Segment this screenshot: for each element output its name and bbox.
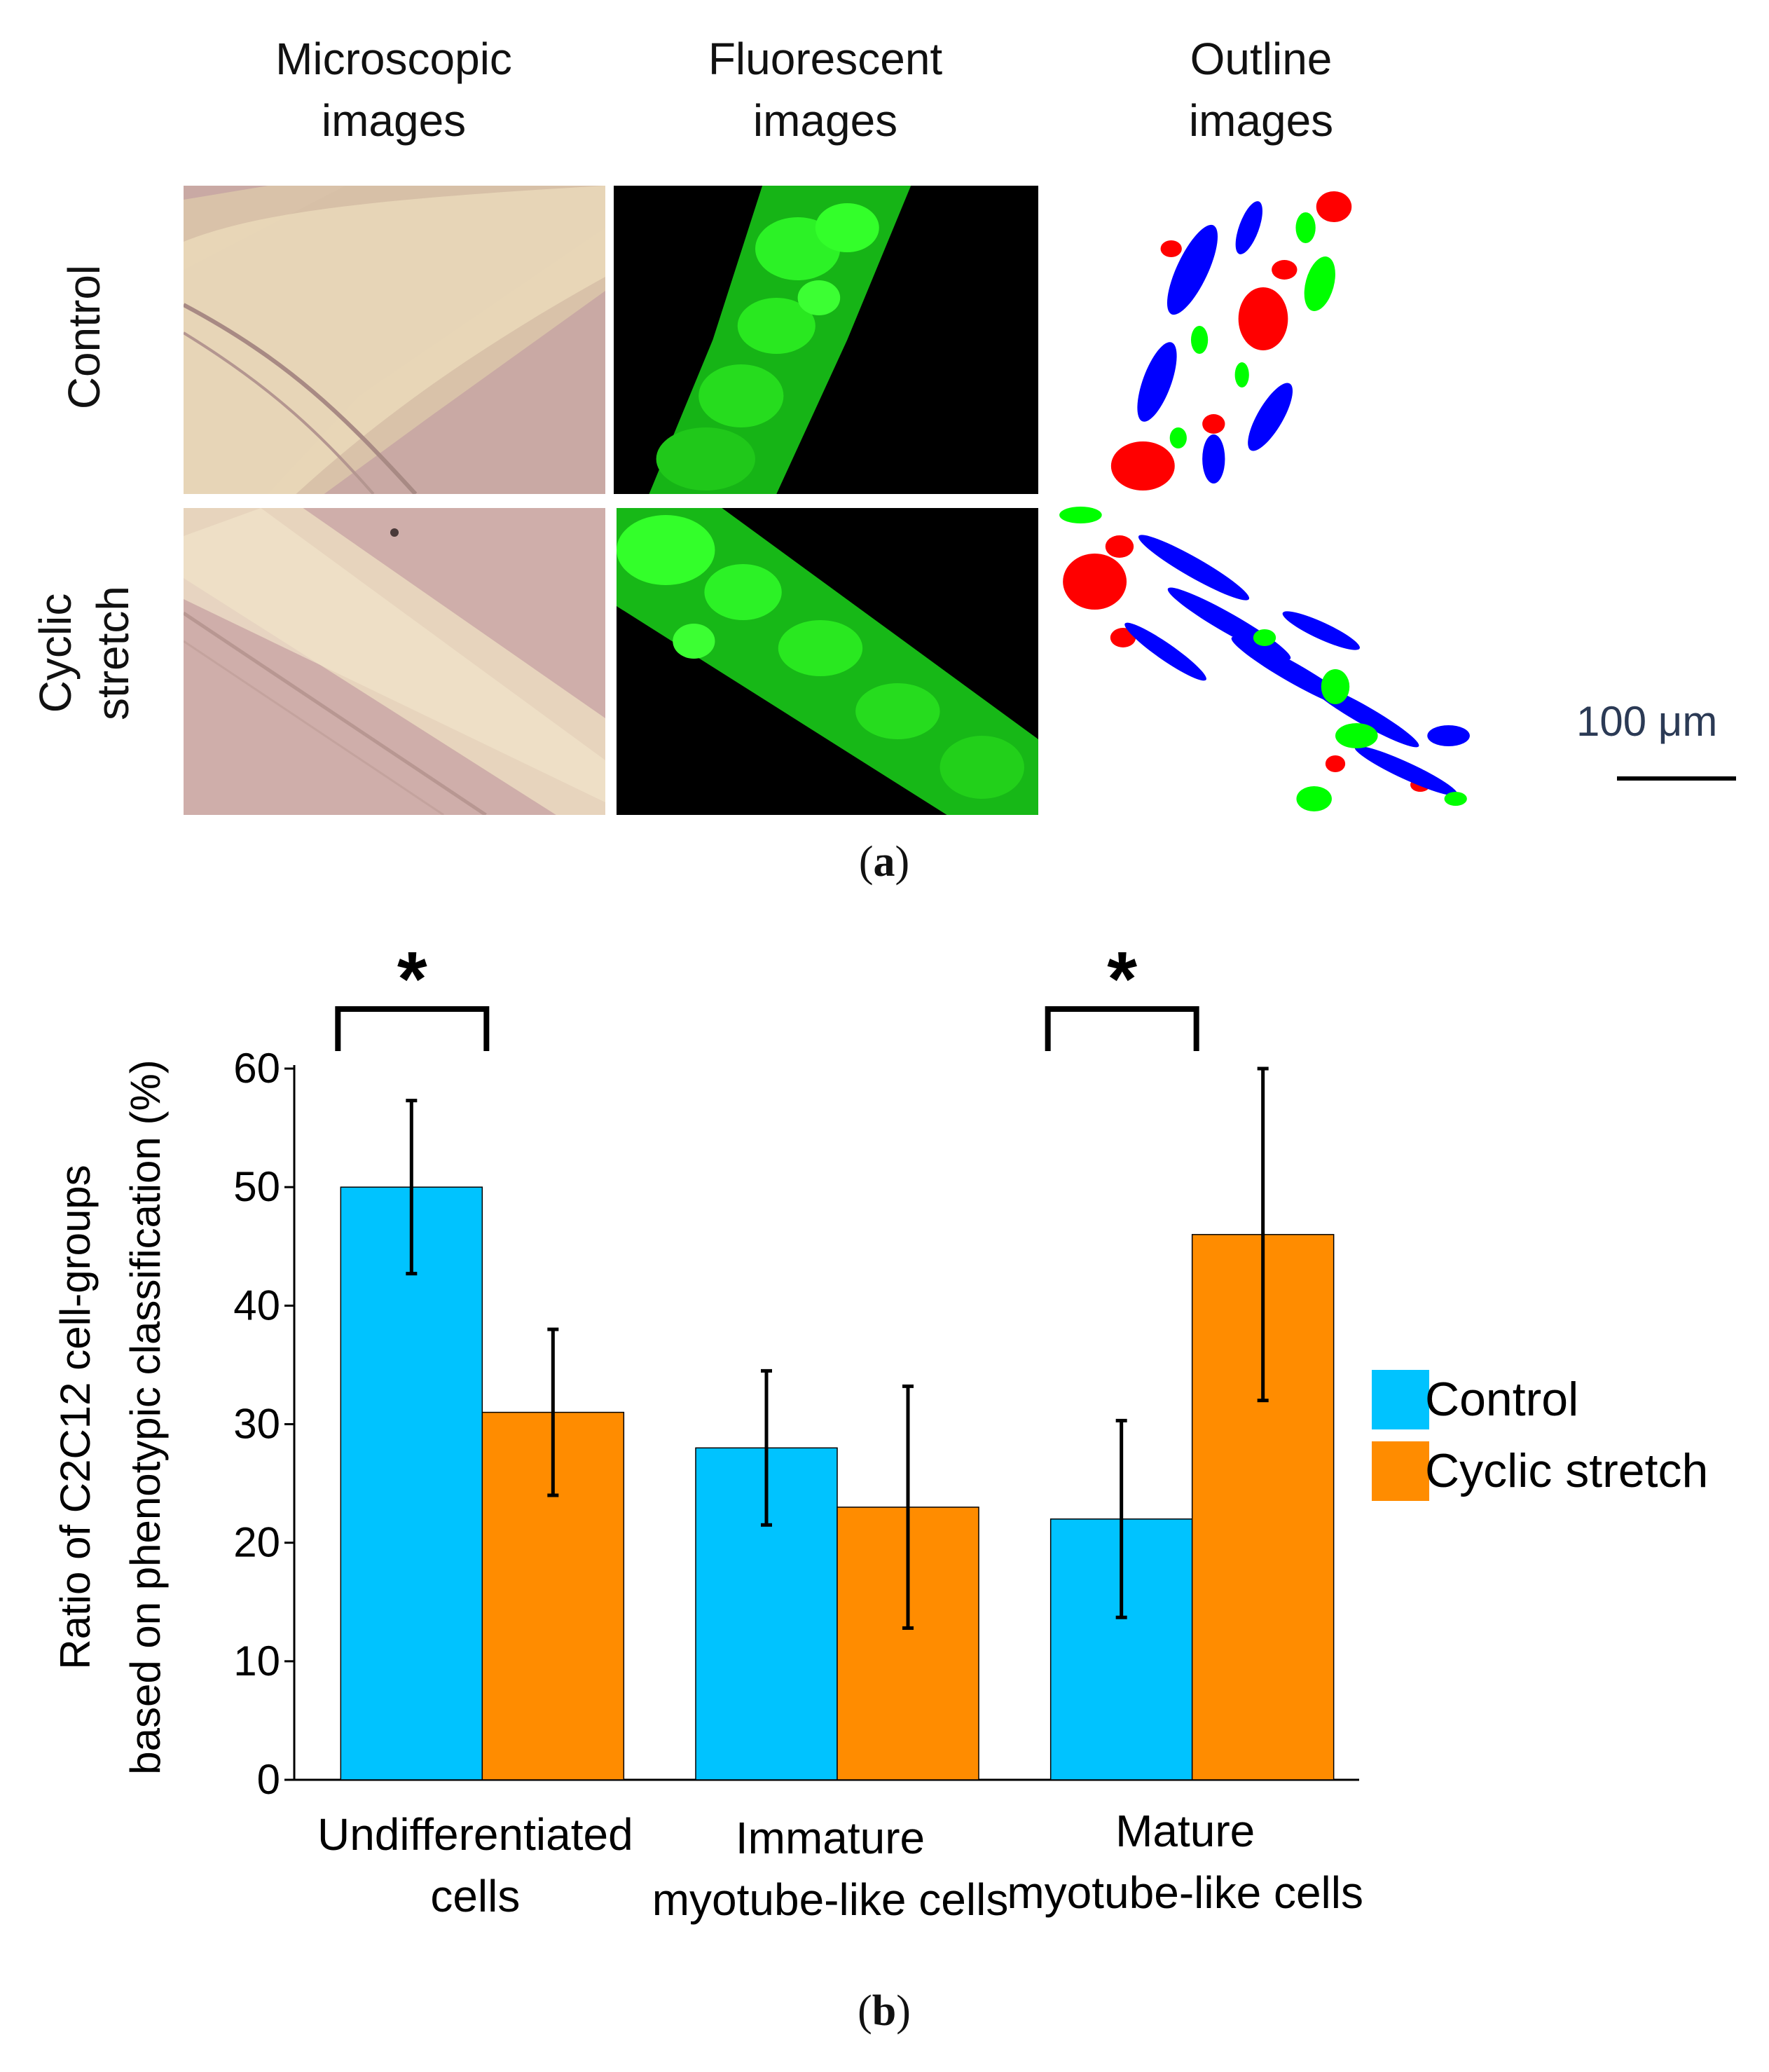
category-label-line2: myotube-like cells	[652, 1874, 1009, 1925]
outline-image-control	[1051, 186, 1475, 494]
panel-b-caption-letter: b	[872, 1987, 897, 2035]
y-axis-label-line2: based on phenotypic classification (%)	[122, 1059, 169, 1775]
column-header-line1: Microscopic	[275, 34, 512, 84]
column-header-line1: Fluorescent	[708, 34, 943, 84]
panel-a-caption-letter: a	[873, 838, 895, 886]
category-label-line1: Immature	[736, 1813, 925, 1863]
legend-swatch-control	[1372, 1370, 1429, 1429]
significance-bracket	[1045, 1006, 1199, 1051]
category-label-line1: Undifferentiated	[317, 1809, 633, 1860]
significance-bracket	[335, 1006, 490, 1051]
y-tick-label: 20	[233, 1519, 280, 1566]
legend-label: Control	[1425, 1373, 1578, 1426]
row-header-cyclic-stretch: Cyclic stretch	[27, 527, 142, 779]
column-header-outline: Outline images	[1065, 28, 1457, 151]
column-header-line2: images	[752, 95, 898, 146]
category-label-line2: cells	[430, 1871, 520, 1921]
fluorescent-image-control	[614, 186, 1038, 494]
row-header-line1: Cyclic	[30, 593, 81, 713]
significance-star: *	[397, 936, 427, 1022]
column-header-fluorescent: Fluorescent images	[629, 28, 1021, 151]
microscopic-image-control	[184, 186, 605, 494]
legend-label: Cyclic stretch	[1425, 1444, 1708, 1497]
bar-control	[340, 1186, 483, 1781]
category-label-line2: myotube-like cells	[1007, 1867, 1363, 1918]
y-axis-label-line1: Ratio of C2C12 cell-groups	[52, 1165, 99, 1669]
column-header-line2: images	[1188, 95, 1334, 146]
column-header-microscopic: Microscopic images	[198, 28, 590, 151]
y-tick-label: 40	[233, 1282, 280, 1329]
panel-b-caption: (b)	[858, 1987, 911, 2035]
outline-image-cyclic-stretch	[1052, 505, 1477, 818]
bar-chart: 0 10 20 30 40 50 60 Ratio of C2C12 cell-groups b…	[52, 936, 1708, 1925]
y-tick-label: 50	[233, 1163, 280, 1210]
column-header-line1: Outline	[1190, 34, 1333, 84]
legend-swatch-cyclic-stretch	[1372, 1441, 1429, 1501]
column-header-line2: images	[321, 95, 467, 146]
y-tick-label: 60	[233, 1045, 280, 1092]
y-tick-label: 10	[233, 1638, 280, 1685]
row-header-line2: stretch	[88, 585, 138, 721]
category-label-line1: Mature	[1115, 1806, 1255, 1856]
fluorescent-image-cyclic-stretch	[617, 508, 1038, 815]
row-header-control: Control	[55, 211, 113, 463]
scale-bar	[1617, 776, 1736, 781]
y-tick-label: 30	[233, 1401, 280, 1448]
y-tick-label: 0	[257, 1756, 280, 1803]
scale-bar-label: 100 μm	[1576, 698, 1718, 745]
panel-a-caption: (a)	[858, 838, 910, 886]
microscopic-image-cyclic-stretch	[184, 508, 605, 815]
row-header-line1: Control	[59, 264, 109, 410]
significance-star: *	[1107, 936, 1137, 1022]
